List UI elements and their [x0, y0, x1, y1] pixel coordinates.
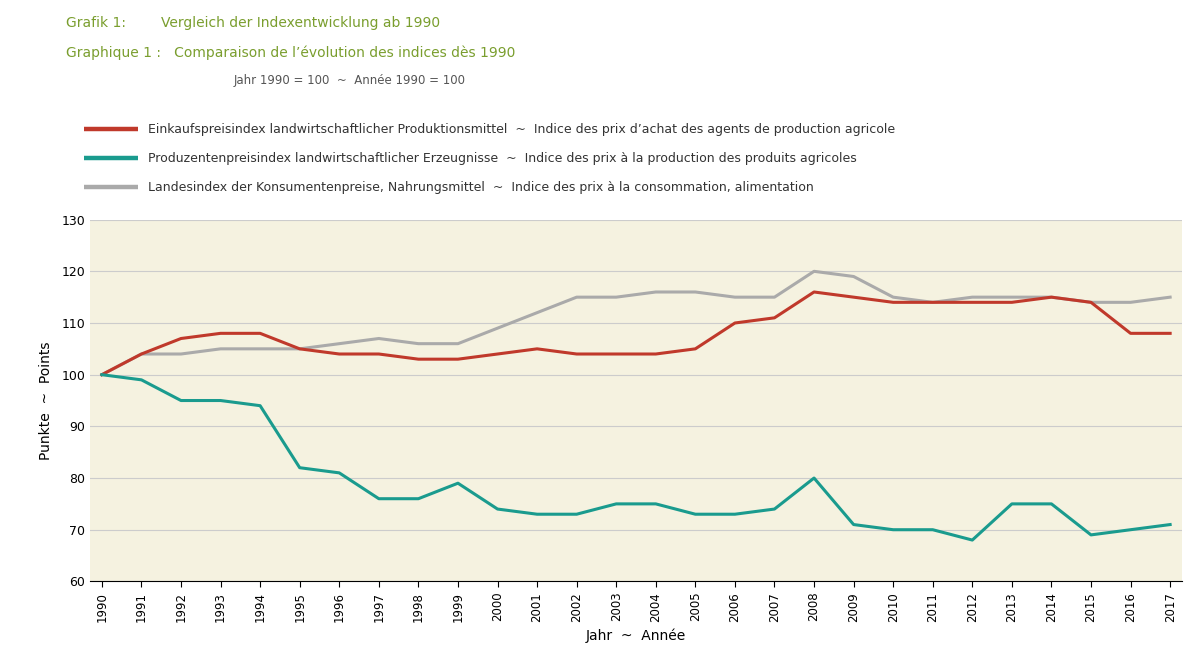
- Text: Landesindex der Konsumentenpreise, Nahrungsmittel  ~  Indice des prix à la conso: Landesindex der Konsumentenpreise, Nahru…: [148, 181, 814, 194]
- Text: Produzentenpreisindex landwirtschaftlicher Erzeugnisse  ~  Indice des prix à la : Produzentenpreisindex landwirtschaftlich…: [148, 152, 857, 165]
- Text: Jahr 1990 = 100  ~  Année 1990 = 100: Jahr 1990 = 100 ~ Année 1990 = 100: [234, 74, 466, 87]
- X-axis label: Jahr  ~  Année: Jahr ~ Année: [586, 629, 686, 643]
- Y-axis label: Punkte  ~  Points: Punkte ~ Points: [38, 341, 53, 460]
- Text: Graphique 1 :   Comparaison de l’évolution des indices dès 1990: Graphique 1 : Comparaison de l’évolution…: [66, 45, 515, 59]
- Text: Einkaufspreisindex landwirtschaftlicher Produktionsmittel  ~  Indice des prix d’: Einkaufspreisindex landwirtschaftlicher …: [148, 123, 895, 136]
- Text: Grafik 1:        Vergleich der Indexentwicklung ab 1990: Grafik 1: Vergleich der Indexentwicklung…: [66, 16, 440, 30]
